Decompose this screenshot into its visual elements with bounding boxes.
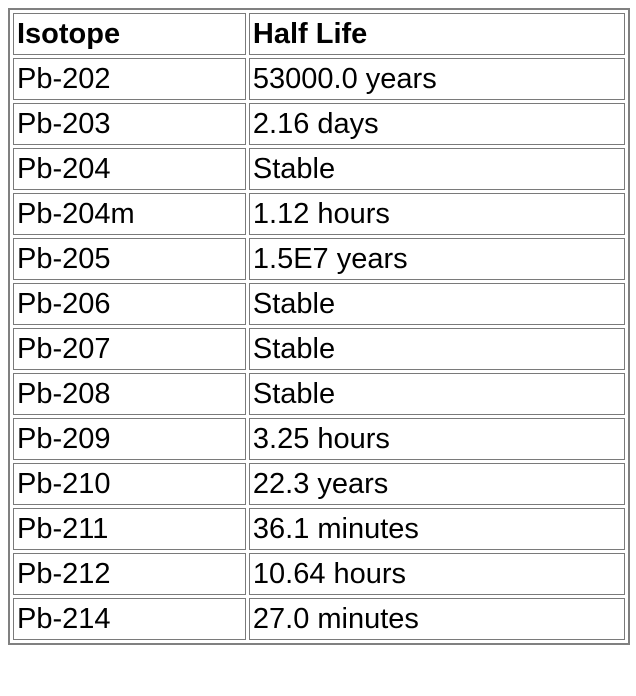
table-header-row: Isotope Half Life: [13, 13, 625, 55]
table-row: Pb-205 1.5E7 years: [13, 238, 625, 280]
column-header-half-life: Half Life: [248, 13, 625, 55]
table-row: Pb-208 Stable: [13, 373, 625, 415]
table-body: Pb-202 53000.0 years Pb-203 2.16 days Pb-204…: [13, 58, 625, 640]
half-life-cell: 10.64 hours: [248, 553, 625, 595]
half-life-cell: 1.5E7 years: [248, 238, 625, 280]
isotope-cell: Pb-208: [13, 373, 246, 415]
isotope-cell: Pb-207: [13, 328, 246, 370]
half-life-cell: 22.3 years: [248, 463, 625, 505]
table-row: Pb-202 53000.0 years: [13, 58, 625, 100]
half-life-cell: 36.1 minutes: [248, 508, 625, 550]
table-row: Pb-203 2.16 days: [13, 103, 625, 145]
table-row: Pb-209 3.25 hours: [13, 418, 625, 460]
half-life-cell: Stable: [248, 373, 625, 415]
half-life-cell: 53000.0 years: [248, 58, 625, 100]
isotope-half-life-table: Isotope Half Life Pb-202 53000.0 years Pb-…: [8, 8, 630, 645]
half-life-cell: Stable: [248, 328, 625, 370]
half-life-cell: 27.0 minutes: [248, 598, 625, 640]
table-row: Pb-211 36.1 minutes: [13, 508, 625, 550]
table-row: Pb-207 Stable: [13, 328, 625, 370]
half-life-cell: 1.12 hours: [248, 193, 625, 235]
half-life-cell: 3.25 hours: [248, 418, 625, 460]
isotope-cell: Pb-210: [13, 463, 246, 505]
isotope-cell: Pb-203: [13, 103, 246, 145]
half-life-cell: Stable: [248, 283, 625, 325]
isotope-cell: Pb-209: [13, 418, 246, 460]
page: Isotope Half Life Pb-202 53000.0 years Pb-…: [8, 8, 630, 688]
table-row: Pb-204m 1.12 hours: [13, 193, 625, 235]
table-row: Pb-212 10.64 hours: [13, 553, 625, 595]
table-row: Pb-214 27.0 minutes: [13, 598, 625, 640]
table-row: Pb-206 Stable: [13, 283, 625, 325]
table-row: Pb-210 22.3 years: [13, 463, 625, 505]
isotope-cell: Pb-202: [13, 58, 246, 100]
half-life-cell: Stable: [248, 148, 625, 190]
isotope-cell: Pb-214: [13, 598, 246, 640]
isotope-cell: Pb-205: [13, 238, 246, 280]
isotope-cell: Pb-204: [13, 148, 246, 190]
table-row: Pb-204 Stable: [13, 148, 625, 190]
half-life-cell: 2.16 days: [248, 103, 625, 145]
isotope-cell: Pb-211: [13, 508, 246, 550]
column-header-isotope: Isotope: [13, 13, 246, 55]
isotope-cell: Pb-212: [13, 553, 246, 595]
isotope-cell: Pb-206: [13, 283, 246, 325]
isotope-cell: Pb-204m: [13, 193, 246, 235]
